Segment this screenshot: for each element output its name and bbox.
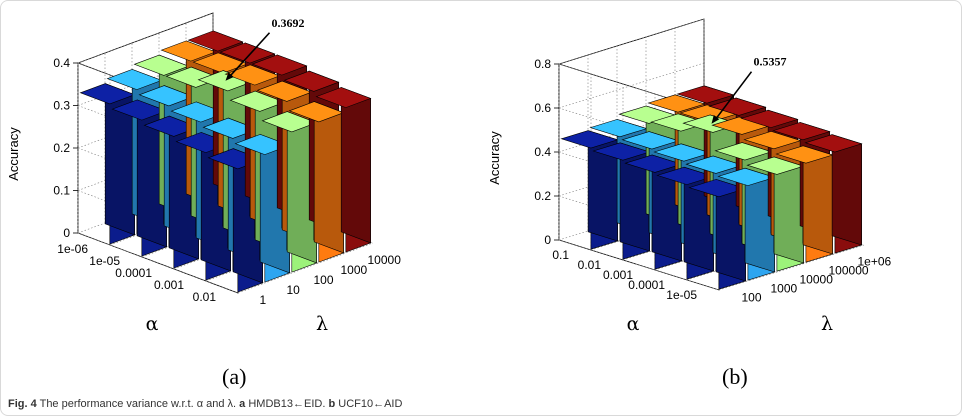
y-tick-label: 0.1	[53, 184, 70, 198]
y-axis-label: Accuracy	[487, 131, 502, 185]
lambda-tick-label: 10	[287, 283, 301, 297]
alpha-tick-label: 0.01	[193, 290, 217, 304]
gridline-y	[77, 12, 214, 64]
y-tick-label: 0.2	[53, 141, 70, 155]
bar-top-face	[187, 30, 244, 52]
lambda-tick-label: 100	[314, 273, 334, 287]
chart-0-bars	[79, 30, 372, 293]
alpha-tick-label: 1e-06	[57, 242, 88, 256]
bar-top-face	[708, 97, 767, 116]
alpha-tick-label: 0.0001	[115, 266, 152, 280]
lambda-tick-label: 1000	[341, 263, 368, 277]
bar-alpha-4-lambda-3	[775, 145, 834, 263]
chart-0-y-ticks: 0 0.1 0.2 0.3 0.4	[53, 56, 78, 240]
y-tick-label: 0.8	[534, 57, 551, 71]
gridline-alpha	[237, 242, 374, 294]
x-axis-label-lambda: λ	[821, 313, 833, 335]
caption-text: The performance variance w.r.t. α and λ.	[39, 398, 237, 410]
alpha-tick-label: 0.001	[603, 268, 633, 282]
x-axis-label-lambda: λ	[316, 313, 328, 335]
chart-1-plot: 00.20.40.60.8Accuracy0.10.010.0010.00011…	[487, 18, 892, 335]
y-tick-label: 0.3	[53, 99, 70, 113]
caption-text-b: UCF10←AID	[338, 398, 403, 410]
y-tick-label: 0.4	[53, 56, 70, 70]
y-tick-label: 0.6	[534, 101, 551, 115]
alpha-tick-label: 0.01	[578, 258, 602, 272]
lambda-tick-label: 10000	[800, 273, 834, 287]
chart-0-annotation: 0.3692	[225, 16, 305, 81]
caption-fig-number: Fig. 4	[8, 398, 37, 410]
annotation-arrow-line	[713, 71, 753, 122]
annotation-arrow-head	[225, 72, 234, 81]
bar-top-face	[251, 54, 308, 76]
annotation-arrow-head	[711, 115, 720, 124]
x-axis-label-alpha: α	[627, 313, 640, 335]
caption-text-a: HMDB13←EID.	[248, 398, 326, 410]
x-axis-label-alpha: α	[146, 313, 159, 335]
bar-side-face	[313, 101, 344, 254]
bar-alpha-0-lambda-0	[79, 83, 136, 245]
bar-top-face	[315, 87, 372, 108]
panel-label-b: (b)	[722, 364, 748, 389]
chart-0-plot: 00.10.20.30.4Accuracy1e-061e-050.00010.0…	[6, 12, 402, 335]
annotation-arrow-line	[227, 32, 271, 79]
chart-1-annotation: 0.5357	[711, 55, 787, 124]
bar-top-face	[219, 42, 276, 64]
caption-tag-b: b	[328, 398, 336, 410]
alpha-tick-label: 0.0001	[628, 278, 665, 292]
alpha-tick-label: 1e-05	[89, 254, 120, 268]
y-axis-label: Accuracy	[6, 127, 21, 181]
bar-alpha-4-lambda-4	[315, 86, 372, 253]
caption-tag-a: a	[239, 398, 246, 410]
bar-alpha-4-lambda-3	[288, 101, 345, 263]
alpha-tick-label: 0.1	[552, 248, 569, 262]
alpha-tick-label: 1e-05	[666, 288, 697, 302]
gridline-y	[558, 18, 705, 65]
y-tick-label: 0	[544, 233, 551, 247]
alpha-tick-label: 0.001	[154, 278, 184, 292]
bar-side-face	[340, 86, 371, 244]
lambda-tick-label: 1e+06	[858, 255, 892, 269]
gridline-y	[558, 62, 705, 109]
lambda-tick-label: 100	[742, 291, 762, 305]
gridline-alpha	[718, 244, 865, 291]
gridline-lambda	[77, 232, 239, 294]
annotation-label: 0.5357	[754, 55, 787, 69]
chart-panel-a: 00.10.20.30.4Accuracy1e-061e-050.00010.0…	[6, 12, 402, 335]
bar-alpha-0-lambda-0	[560, 130, 619, 250]
bar-top-face	[804, 134, 863, 153]
y-tick-label: 0	[63, 226, 70, 240]
y-tick-label: 0.4	[534, 145, 551, 159]
chart-panel-b: 00.20.40.60.8Accuracy0.10.010.0010.00011…	[487, 18, 892, 335]
y-tick-label: 0.2	[534, 189, 551, 203]
chart-1-bars	[560, 85, 863, 290]
lambda-tick-label: 1	[260, 293, 267, 307]
lambda-tick-label: 100000	[829, 264, 869, 278]
annotation-label: 0.3692	[272, 16, 305, 30]
bar-top-face	[283, 70, 340, 92]
bar-alpha-4-lambda-4	[804, 134, 863, 254]
lambda-tick-label: 1000	[771, 282, 798, 296]
panel-label-a: (a)	[222, 364, 247, 389]
lambda-tick-label: 10000	[368, 253, 402, 267]
bar-top-face	[740, 109, 799, 128]
figure-caption: Fig. 4 The performance variance w.r.t. α…	[8, 398, 402, 410]
chart-1-y-ticks: 0 0.2 0.4 0.6 0.8	[534, 57, 559, 247]
bar-top-face	[772, 122, 831, 141]
bar-alpha-4-lambda-2	[746, 156, 805, 272]
